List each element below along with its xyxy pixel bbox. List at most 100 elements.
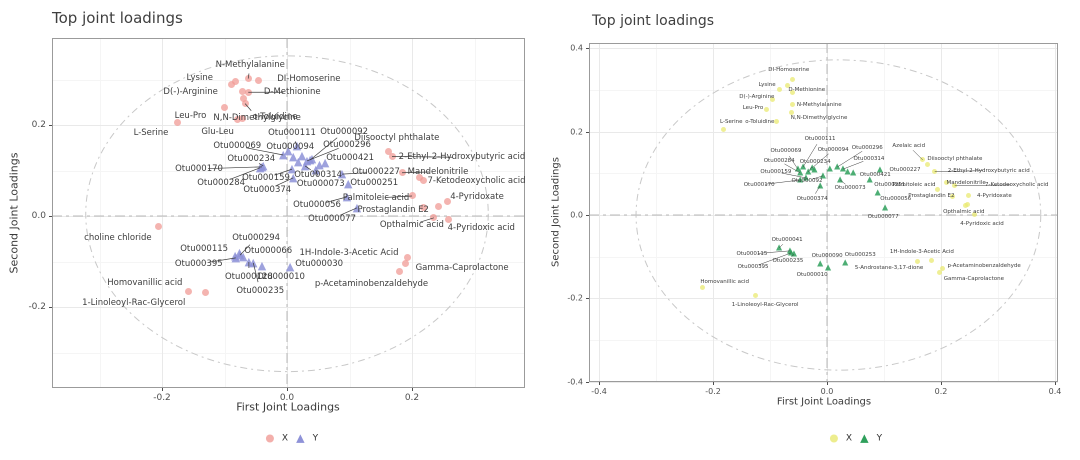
y-point: ▲ xyxy=(842,257,849,267)
point-label: Otu000159 xyxy=(760,168,792,175)
point-label: Otu000253 xyxy=(844,251,876,258)
y-tick-label: -0.4 xyxy=(567,377,583,387)
point-label: Otu000235 xyxy=(772,258,804,265)
point-label: 4-Pyridoxic acid xyxy=(960,221,1004,228)
x-point xyxy=(789,101,795,107)
point-label: D(-)-Arginine xyxy=(163,86,218,97)
point-label: N,N-Dimethylglycine xyxy=(790,114,848,121)
point-label: Leu-Pro xyxy=(742,104,764,111)
major-gridline-v xyxy=(599,43,600,382)
major-gridline-h xyxy=(589,298,1058,300)
point-label: o-Toluidine xyxy=(252,112,298,123)
point-label: Mandelonitrile xyxy=(946,179,986,186)
point-label: D(-)-Arginine xyxy=(739,94,775,101)
point-label: Otu000041 xyxy=(771,236,803,243)
y-tick-label: 0.0 xyxy=(31,211,46,221)
x-tick-mark xyxy=(162,388,163,391)
x-point xyxy=(920,157,926,163)
y-point: ▲ xyxy=(244,254,254,268)
y-point: ▲ xyxy=(352,200,362,214)
x-point xyxy=(185,287,193,295)
x-point xyxy=(221,104,228,112)
y-point: ▲ xyxy=(249,255,258,269)
major-gridline-h xyxy=(589,381,1058,383)
x-point xyxy=(965,193,971,199)
point-label: Palmitoleic acid xyxy=(342,192,410,203)
point-label: Mandelonitrile xyxy=(407,166,469,177)
point-label: Otu000284 xyxy=(197,177,246,188)
point-label: Otu000227 xyxy=(889,166,921,173)
point-label: Palmitoleic acid xyxy=(892,181,936,188)
x-tick-mark xyxy=(713,382,714,385)
y-tick-label: -0.2 xyxy=(28,302,46,312)
x-point xyxy=(435,203,443,211)
left-x-axis-title: First Joint Loadings xyxy=(236,400,340,414)
y-point: ▲ xyxy=(788,247,795,257)
plot-panel xyxy=(589,43,1058,382)
point-label: L-Serine xyxy=(720,119,743,126)
major-gridline-v xyxy=(713,43,714,382)
y-point: ▲ xyxy=(819,170,827,180)
y-point: ▲ xyxy=(239,249,248,263)
y-point: ▲ xyxy=(230,248,240,262)
x-tick-mark xyxy=(941,382,942,385)
point-label: Otu000077 xyxy=(308,213,356,224)
y-tick-mark xyxy=(586,298,589,300)
y-point: ▲ xyxy=(825,262,832,272)
y-point: ▲ xyxy=(811,164,818,174)
x-point xyxy=(700,284,706,290)
point-label: Otu000395 xyxy=(737,263,769,270)
y-point: ▲ xyxy=(882,202,889,212)
right-plot-title: Top joint loadings xyxy=(592,13,715,29)
legend-y-triangle-icon: ▲ xyxy=(860,431,869,445)
point-label: Homovanillic acid xyxy=(107,278,183,289)
y-point: ▲ xyxy=(790,248,798,258)
y-tick-label: 0.4 xyxy=(570,43,583,53)
major-gridline-h xyxy=(589,215,1058,216)
x-tick-mark xyxy=(599,382,600,385)
y-point: ▲ xyxy=(344,177,353,191)
point-label: 1H-Indole-3-Acetic Acid xyxy=(299,247,399,258)
x-point xyxy=(774,118,780,124)
x-point xyxy=(790,76,796,82)
point-label: Otu000251 xyxy=(350,178,399,189)
x-point xyxy=(173,119,181,127)
x-point xyxy=(202,289,210,297)
y-point: ▲ xyxy=(235,246,244,260)
minor-gridline-v xyxy=(998,43,999,382)
x-point xyxy=(952,183,958,189)
x-point xyxy=(232,77,240,85)
y-tick-mark xyxy=(586,131,589,133)
x-point xyxy=(403,254,411,262)
x-point xyxy=(444,216,452,224)
x-point xyxy=(234,116,242,124)
point-label: Otu000066 xyxy=(244,245,293,256)
point-label: Otu000284 xyxy=(763,157,795,164)
point-label: Otu000251 xyxy=(874,181,906,188)
y-tick-label: 0.2 xyxy=(31,120,46,130)
y-point: ▲ xyxy=(257,159,267,173)
point-label: Otu000170 xyxy=(175,163,223,174)
point-label: Lysine xyxy=(758,82,776,89)
x-point xyxy=(385,147,393,155)
point-label: Otu000296 xyxy=(851,145,883,152)
point-label: Otu000056 xyxy=(293,199,341,210)
point-label: choline chloride xyxy=(84,232,152,243)
legend-x-label: X xyxy=(845,433,853,443)
minor-gridline-v xyxy=(884,43,885,382)
x-tick-label: 0.2 xyxy=(404,393,420,403)
x-tick-label: 0.2 xyxy=(934,387,948,396)
legend-y-triangle-icon: ▲ xyxy=(296,431,305,445)
y-point: ▲ xyxy=(284,144,293,158)
x-point xyxy=(949,194,955,200)
point-label: Otu000115 xyxy=(180,244,229,255)
x-tick-label: -0.2 xyxy=(153,393,171,403)
point-label: L-Serine xyxy=(133,127,169,138)
x-point xyxy=(155,223,163,231)
x-point xyxy=(914,259,920,265)
major-gridline-h xyxy=(589,131,1058,133)
x-point xyxy=(388,152,396,160)
